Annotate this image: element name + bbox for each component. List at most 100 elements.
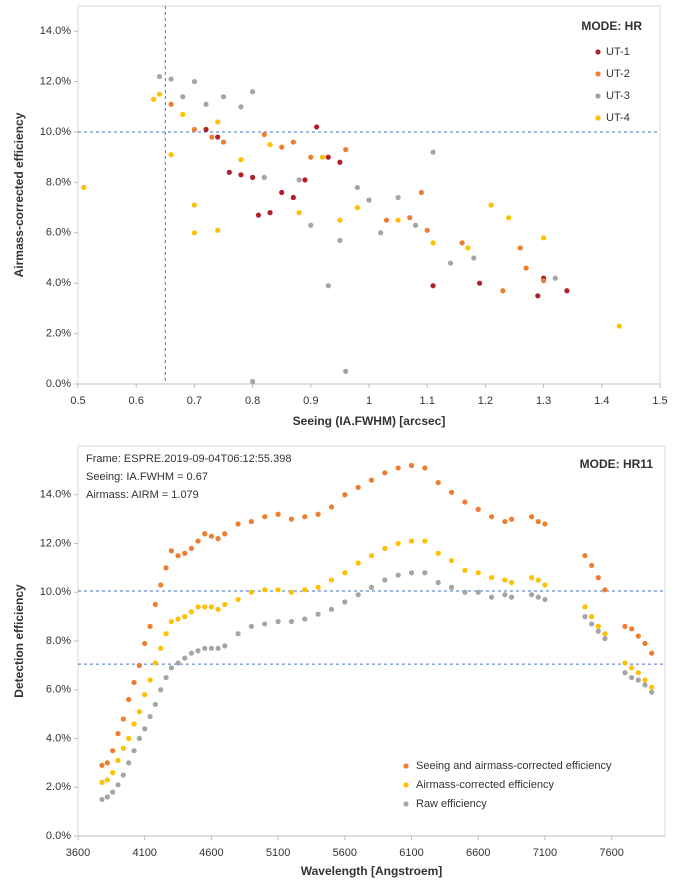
point [168, 618, 174, 625]
x-tick-label: 0.6 [129, 395, 144, 407]
point [528, 514, 535, 520]
y-tick-label: 0.0% [46, 830, 71, 842]
point [152, 660, 158, 666]
point [99, 779, 105, 785]
point [635, 670, 641, 676]
annotation: Airmass: AIRM = 1.079 [86, 489, 199, 501]
y-axis-title: Airmass-corrected efficiency [12, 112, 26, 277]
point [275, 511, 281, 517]
x-tick-label: 5100 [266, 847, 290, 859]
point [215, 645, 221, 651]
point [308, 154, 314, 160]
point [152, 601, 158, 608]
point [296, 210, 302, 216]
legend-marker [403, 763, 409, 769]
point [589, 614, 595, 620]
point [302, 514, 308, 520]
point [447, 260, 454, 266]
point [488, 575, 495, 581]
point [368, 553, 375, 559]
point [191, 202, 197, 208]
legend-label: UT-3 [606, 90, 630, 102]
x-tick-label: 1.2 [478, 395, 493, 407]
point [222, 531, 228, 537]
point [195, 604, 201, 610]
x-tick-label: 0.9 [303, 395, 318, 407]
point [642, 640, 648, 647]
point [422, 570, 428, 576]
point [368, 584, 375, 590]
point [296, 177, 302, 183]
point [328, 504, 335, 510]
point [288, 618, 295, 625]
point [238, 157, 244, 163]
legend-label: UT-4 [606, 112, 630, 124]
point [182, 550, 188, 556]
point [535, 594, 541, 600]
point [168, 76, 174, 82]
point [209, 134, 215, 140]
legend-marker [403, 801, 409, 807]
point [215, 227, 221, 233]
point [506, 215, 512, 221]
point [502, 577, 508, 583]
point [131, 679, 137, 686]
y-tick-label: 4.0% [46, 732, 71, 744]
point [110, 748, 116, 754]
point [602, 631, 608, 637]
y-tick-label: 2.0% [46, 328, 71, 340]
point [290, 194, 296, 201]
point [418, 189, 424, 196]
x-tick-label: 5600 [333, 847, 357, 859]
point [158, 687, 164, 693]
point [535, 293, 541, 299]
point [564, 288, 570, 294]
point [215, 119, 221, 125]
point [156, 91, 163, 97]
point [535, 577, 541, 583]
point [635, 677, 641, 683]
point [508, 594, 515, 600]
point [104, 794, 110, 800]
y-tick-label: 6.0% [46, 227, 71, 239]
point [475, 589, 481, 595]
point [235, 521, 241, 527]
point [191, 126, 197, 133]
point [430, 240, 436, 246]
point [188, 545, 194, 551]
point [502, 592, 508, 598]
point [475, 506, 481, 512]
point [215, 536, 221, 542]
point [395, 217, 401, 223]
point [238, 104, 244, 110]
point [288, 589, 295, 595]
point [99, 762, 105, 768]
point [328, 577, 335, 583]
point [448, 489, 455, 495]
x-tick-label: 6600 [466, 847, 490, 859]
point [542, 596, 548, 603]
point [542, 582, 548, 588]
point [315, 511, 321, 517]
point [222, 643, 228, 649]
point [629, 665, 635, 671]
point [488, 202, 494, 208]
point [430, 149, 436, 155]
point [622, 660, 628, 666]
point [175, 660, 181, 666]
point [202, 645, 208, 651]
point [104, 760, 110, 766]
point [250, 378, 256, 385]
point [315, 611, 321, 617]
x-tick-label: 0.5 [70, 395, 85, 407]
point [126, 735, 132, 742]
point [188, 650, 194, 656]
point [250, 89, 256, 95]
point [202, 531, 208, 537]
point [202, 604, 208, 610]
point [355, 592, 361, 598]
point [465, 245, 471, 251]
point [337, 237, 343, 243]
point [422, 465, 428, 471]
